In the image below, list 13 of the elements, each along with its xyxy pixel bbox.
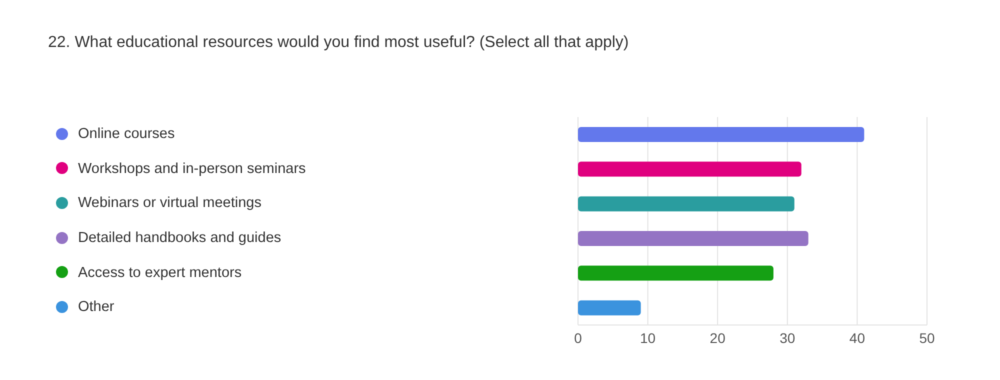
- x-tick-label: 30: [780, 330, 796, 346]
- x-tick-label: 40: [849, 330, 866, 346]
- x-tick-label: 0: [574, 330, 582, 346]
- legend-label: Webinars or virtual meetings: [78, 195, 262, 212]
- x-tick-label: 20: [710, 330, 726, 346]
- text: 22. What educational resources would you find most useful? (Select all that apply): [48, 34, 629, 52]
- x-tick-label: 10: [640, 330, 656, 346]
- legend-label: Online courses: [78, 126, 175, 142]
- legend-label: Detailed handbooks and guides: [78, 230, 282, 246]
- legend-label: Access to expert mentors: [78, 264, 242, 281]
- x-tick-label: 50: [919, 330, 935, 346]
- legend-label: Other: [78, 299, 114, 316]
- legend-label: Workshops and in-person seminars: [78, 160, 306, 177]
